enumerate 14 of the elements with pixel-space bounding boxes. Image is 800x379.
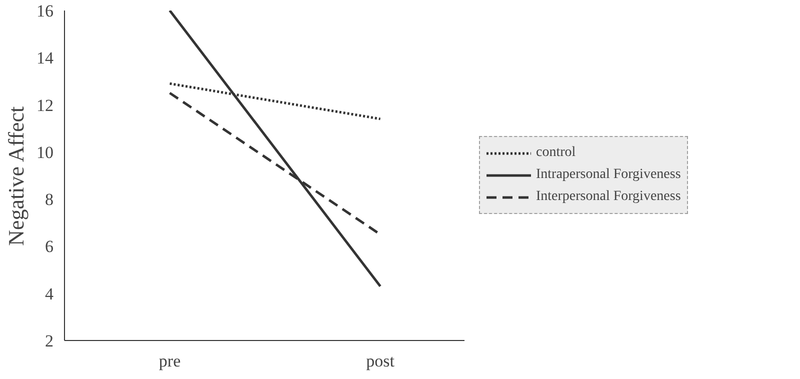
- legend-label: Intrapersonal Forgiveness: [536, 167, 681, 183]
- y-tick-label: 8: [45, 190, 54, 210]
- y-tick-label: 10: [36, 142, 54, 162]
- y-tick-label: 14: [36, 48, 54, 68]
- legend-label: Interpersonal Forgiveness: [536, 189, 681, 205]
- x-tick-label: post: [366, 352, 395, 370]
- y-tick-label: 16: [36, 2, 54, 20]
- y-tick-label: 4: [45, 284, 54, 304]
- y-tick-label: 12: [36, 96, 54, 115]
- legend-label: control: [536, 145, 576, 161]
- y-tick-label: 2: [45, 332, 54, 350]
- y-axis-title: Negative Affect: [4, 106, 28, 246]
- x-tick-label: pre: [158, 352, 181, 370]
- y-tick-label: 6: [45, 237, 54, 256]
